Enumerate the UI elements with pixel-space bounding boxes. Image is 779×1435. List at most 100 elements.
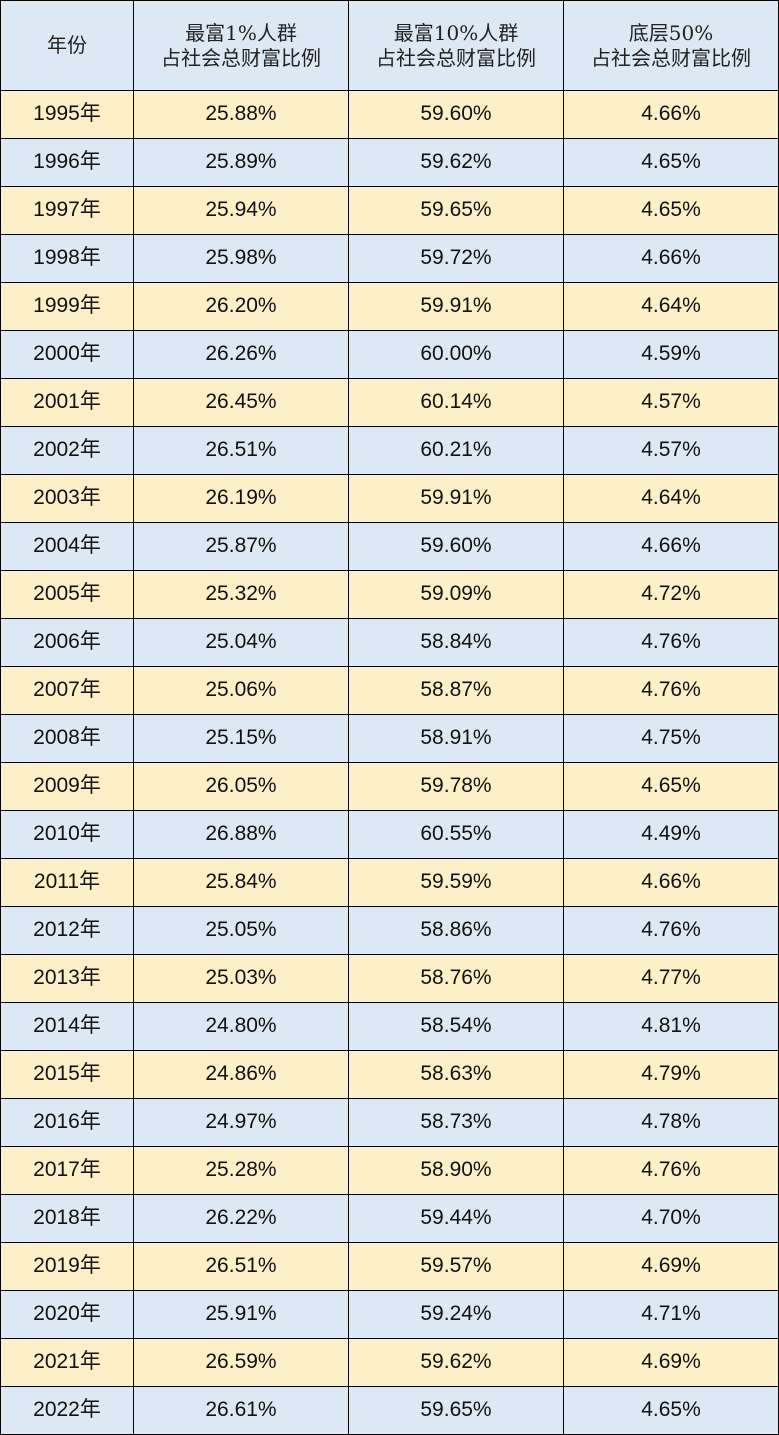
value-cell: 58.76% xyxy=(349,955,564,1003)
value-cell: 4.64% xyxy=(564,475,779,523)
value-cell: 59.91% xyxy=(349,475,564,523)
value-cell: 59.62% xyxy=(349,139,564,187)
value-cell: 25.94% xyxy=(134,187,349,235)
header-cell: 年份 xyxy=(1,1,134,91)
year-cell: 2008年 xyxy=(1,715,134,763)
value-cell: 4.69% xyxy=(564,1243,779,1291)
value-cell: 58.73% xyxy=(349,1099,564,1147)
value-cell: 4.65% xyxy=(564,139,779,187)
value-cell: 4.71% xyxy=(564,1291,779,1339)
value-cell: 4.70% xyxy=(564,1195,779,1243)
value-cell: 26.19% xyxy=(134,475,349,523)
year-cell: 2010年 xyxy=(1,811,134,859)
header-text: 底层50% xyxy=(628,20,714,45)
value-cell: 4.77% xyxy=(564,955,779,1003)
value-cell: 59.65% xyxy=(349,187,564,235)
year-cell: 2019年 xyxy=(1,1243,134,1291)
header-cell: 底层50% 占社会总财富比例 xyxy=(564,1,779,91)
header-text: 占社会总财富比例 xyxy=(161,45,321,70)
year-cell: 2006年 xyxy=(1,619,134,667)
year-cell: 2017年 xyxy=(1,1147,134,1195)
value-cell: 59.72% xyxy=(349,235,564,283)
value-cell: 25.32% xyxy=(134,571,349,619)
value-cell: 4.76% xyxy=(564,1147,779,1195)
value-cell: 4.72% xyxy=(564,571,779,619)
value-cell: 26.51% xyxy=(134,427,349,475)
year-cell: 2013年 xyxy=(1,955,134,1003)
value-cell: 26.26% xyxy=(134,331,349,379)
value-cell: 4.49% xyxy=(564,811,779,859)
value-cell: 25.15% xyxy=(134,715,349,763)
value-cell: 25.91% xyxy=(134,1291,349,1339)
value-cell: 4.76% xyxy=(564,907,779,955)
value-cell: 59.78% xyxy=(349,763,564,811)
year-cell: 2012年 xyxy=(1,907,134,955)
value-cell: 58.86% xyxy=(349,907,564,955)
value-cell: 4.76% xyxy=(564,667,779,715)
year-cell: 2002年 xyxy=(1,427,134,475)
value-cell: 26.51% xyxy=(134,1243,349,1291)
year-cell: 2018年 xyxy=(1,1195,134,1243)
value-cell: 25.28% xyxy=(134,1147,349,1195)
value-cell: 25.87% xyxy=(134,523,349,571)
value-cell: 59.24% xyxy=(349,1291,564,1339)
year-cell: 2015年 xyxy=(1,1051,134,1099)
value-cell: 59.60% xyxy=(349,91,564,139)
header-cell: 最富1%人群 占社会总财富比例 xyxy=(134,1,349,91)
year-cell: 1999年 xyxy=(1,283,134,331)
value-cell: 26.88% xyxy=(134,811,349,859)
value-cell: 24.86% xyxy=(134,1051,349,1099)
header-text: 最富10%人群 xyxy=(393,20,519,45)
value-cell: 26.22% xyxy=(134,1195,349,1243)
value-cell: 60.55% xyxy=(349,811,564,859)
header-text: 年份 xyxy=(47,33,87,57)
value-cell: 4.81% xyxy=(564,1003,779,1051)
value-cell: 58.90% xyxy=(349,1147,564,1195)
value-cell: 4.69% xyxy=(564,1339,779,1387)
header-text: 最富1%人群 xyxy=(185,20,297,45)
value-cell: 4.79% xyxy=(564,1051,779,1099)
year-cell: 1995年 xyxy=(1,91,134,139)
year-cell: 2021年 xyxy=(1,1339,134,1387)
value-cell: 25.03% xyxy=(134,955,349,1003)
year-cell: 1998年 xyxy=(1,235,134,283)
value-cell: 58.84% xyxy=(349,619,564,667)
value-cell: 59.62% xyxy=(349,1339,564,1387)
value-cell: 4.59% xyxy=(564,331,779,379)
year-cell: 2020年 xyxy=(1,1291,134,1339)
value-cell: 4.66% xyxy=(564,91,779,139)
value-cell: 4.66% xyxy=(564,523,779,571)
year-cell: 1996年 xyxy=(1,139,134,187)
year-cell: 2001年 xyxy=(1,379,134,427)
value-cell: 60.14% xyxy=(349,379,564,427)
value-cell: 25.06% xyxy=(134,667,349,715)
year-cell: 2000年 xyxy=(1,331,134,379)
value-cell: 58.91% xyxy=(349,715,564,763)
header-text: 占社会总财富比例 xyxy=(591,45,751,70)
value-cell: 59.09% xyxy=(349,571,564,619)
value-cell: 24.97% xyxy=(134,1099,349,1147)
value-cell: 25.05% xyxy=(134,907,349,955)
value-cell: 4.78% xyxy=(564,1099,779,1147)
value-cell: 59.57% xyxy=(349,1243,564,1291)
value-cell: 59.60% xyxy=(349,523,564,571)
header-cell: 最富10%人群 占社会总财富比例 xyxy=(349,1,564,91)
header-text: 占社会总财富比例 xyxy=(376,45,536,70)
value-cell: 4.75% xyxy=(564,715,779,763)
value-cell: 26.45% xyxy=(134,379,349,427)
year-cell: 2009年 xyxy=(1,763,134,811)
year-cell: 2003年 xyxy=(1,475,134,523)
value-cell: 26.05% xyxy=(134,763,349,811)
value-cell: 26.59% xyxy=(134,1339,349,1387)
value-cell: 58.87% xyxy=(349,667,564,715)
value-cell: 25.98% xyxy=(134,235,349,283)
year-cell: 1997年 xyxy=(1,187,134,235)
value-cell: 4.66% xyxy=(564,235,779,283)
value-cell: 4.57% xyxy=(564,379,779,427)
value-cell: 4.65% xyxy=(564,763,779,811)
year-cell: 2016年 xyxy=(1,1099,134,1147)
value-cell: 4.76% xyxy=(564,619,779,667)
year-cell: 2011年 xyxy=(1,859,134,907)
value-cell: 4.66% xyxy=(564,859,779,907)
